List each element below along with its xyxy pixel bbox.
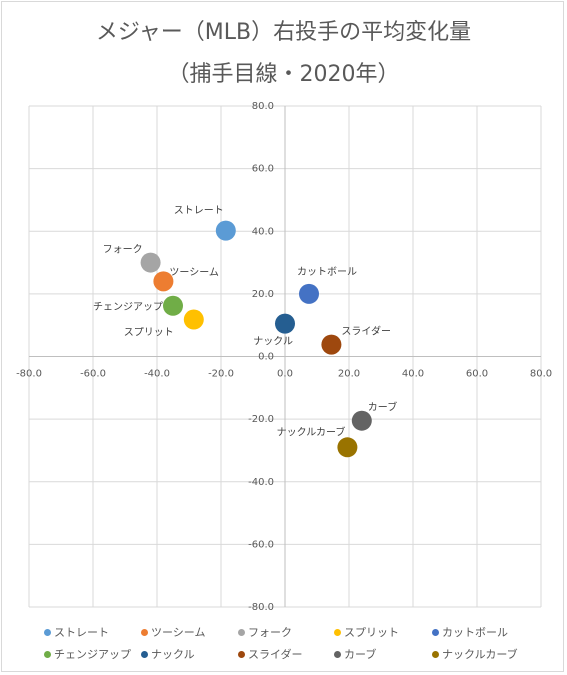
legend-marker [44,650,51,658]
x-tick-label: 40.0 [402,369,424,380]
y-tick-label: -20.0 [248,414,274,425]
data-point [299,283,319,304]
legend-marker [334,650,341,658]
legend-label: ツーシーム [151,626,206,639]
data-point [153,271,174,292]
data-point [351,410,372,431]
legend-label: カーブ [344,648,377,661]
data-label: カーブ [368,401,397,414]
legend-item: スプリット [334,624,399,640]
y-tick-label: -40.0 [248,477,274,488]
y-tick-label: -60.0 [248,539,274,550]
data-label: チェンジアップ [93,301,163,313]
y-tick-label: 20.0 [252,289,274,300]
legend-item: カットボール [432,624,508,640]
y-tick-label: 40.0 [252,226,274,237]
legend-item: スライダー [238,646,303,662]
legend-marker [141,650,148,658]
chart-title: メジャー（MLB）右投手の平均変化量 [95,20,472,45]
legend-item: ツーシーム [141,624,205,640]
data-label: スプリット [124,327,174,339]
x-tick-label: 60.0 [466,369,488,380]
x-tick-label: -60.0 [80,369,106,380]
legend-item: チェンジアップ [44,646,131,662]
data-point [321,334,342,355]
legend-item: ストレート [44,624,109,640]
data-label: ナックル [253,336,293,348]
legend-item: フォーク [238,624,292,640]
legend-label: ストレート [54,626,109,639]
legend-label: フォーク [248,626,292,639]
legend-label: カットボール [442,626,508,639]
legend-label: スライダー [248,648,303,661]
data-point [337,437,358,458]
legend-label: スプリット [344,626,399,639]
x-tick-label: 0.0 [277,369,293,380]
x-tick-label: -40.0 [144,369,170,380]
legend-label: ナックル [151,648,195,661]
data-point [183,309,204,330]
legend-item: ナックルカーブ [432,646,518,662]
legend-item: カーブ [334,646,376,662]
x-tick-label: 20.0 [338,369,360,380]
legend-marker [238,628,245,636]
data-label: ツーシーム [169,266,219,278]
legend-marker [238,650,245,658]
legend-label: ナックルカーブ [442,648,518,661]
legend-marker [44,628,51,636]
data-point [163,295,183,316]
legend-label: チェンジアップ [54,648,131,661]
y-tick-label: -80.0 [248,602,274,613]
x-tick-label: -80.0 [16,369,42,380]
data-label: カットボール [297,266,357,278]
legend-marker [141,628,148,636]
x-tick-label: 80.0 [530,369,552,380]
y-tick-label: 0.0 [258,352,274,363]
data-label: ストレート [174,206,224,217]
legend-marker [334,628,341,636]
legend-item: ナックル [141,646,195,662]
chart-subtitle: （捕手目線・2020年） [167,62,400,87]
legend-marker [432,650,439,658]
data-point [140,252,161,273]
data-point [275,313,295,334]
data-label: フォーク [103,244,143,256]
x-tick-label: -20.0 [208,369,234,380]
data-point [215,220,236,241]
y-tick-label: 80.0 [252,101,274,112]
data-label: ナックルカーブ [277,425,346,438]
data-label: スライダー [341,325,391,338]
legend-marker [432,628,439,636]
y-tick-label: 60.0 [252,164,274,175]
